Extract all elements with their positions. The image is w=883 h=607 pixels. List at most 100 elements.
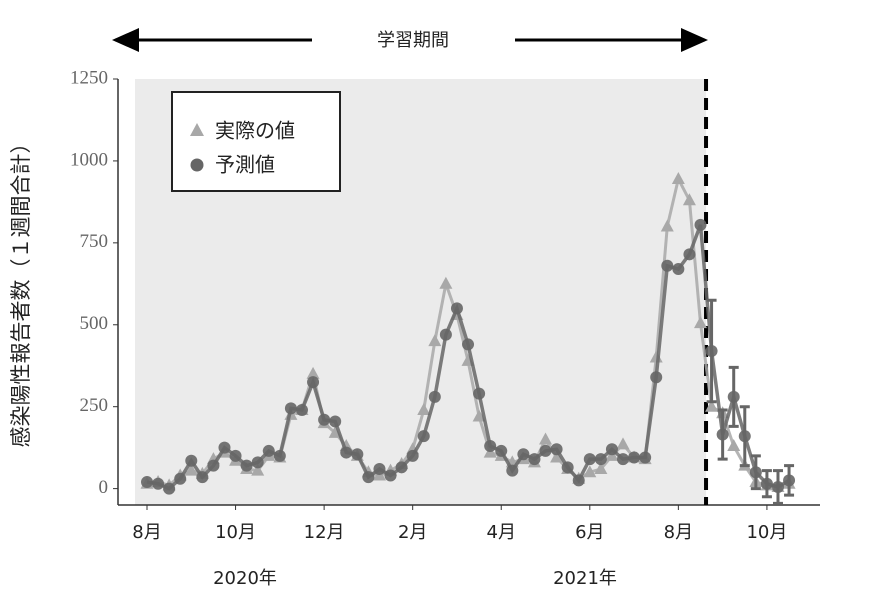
- data-point: [251, 463, 265, 476]
- x-tick-label: 8月: [664, 522, 693, 543]
- data-point: [517, 448, 530, 461]
- y-tick-label: 500: [80, 313, 109, 334]
- data-point: [528, 453, 541, 466]
- data-point: [218, 441, 231, 454]
- data-point: [307, 376, 320, 389]
- year-label: 2021年: [553, 568, 617, 589]
- data-point: [760, 477, 773, 490]
- legend-label: 予測値: [215, 153, 275, 177]
- period-label: 学習期間: [377, 30, 449, 51]
- data-point: [351, 448, 364, 461]
- data-point: [550, 450, 564, 463]
- data-point: [771, 480, 784, 493]
- data-point: [661, 259, 674, 272]
- data-point: [484, 440, 497, 453]
- data-point: [660, 219, 674, 232]
- data-point: [506, 464, 519, 477]
- data-point: [605, 443, 618, 456]
- data-point: [694, 316, 707, 329]
- legend-marker: [190, 158, 204, 172]
- data-point: [384, 469, 397, 482]
- data-point: [671, 171, 685, 184]
- data-point: [783, 474, 796, 487]
- data-point: [473, 387, 486, 400]
- data-point: [251, 456, 264, 469]
- data-point: [207, 459, 220, 472]
- data-point: [572, 474, 585, 487]
- data-point: [163, 482, 176, 495]
- data-point: [495, 444, 508, 457]
- data-point: [616, 437, 630, 450]
- data-point: [583, 453, 596, 466]
- data-point: [561, 461, 574, 474]
- year-label: 2020年: [213, 568, 277, 589]
- data-point: [362, 471, 375, 484]
- data-point: [184, 463, 198, 476]
- data-point: [329, 415, 342, 428]
- data-point: [539, 444, 552, 457]
- data-point: [450, 302, 463, 315]
- data-point: [594, 461, 608, 474]
- data-point: [639, 451, 652, 464]
- data-point: [472, 409, 486, 422]
- data-point: [705, 344, 718, 357]
- data-point: [284, 402, 297, 415]
- x-tick-label: 8月: [132, 522, 161, 543]
- data-point: [705, 399, 719, 412]
- data-point: [439, 328, 452, 341]
- data-point: [550, 443, 563, 456]
- data-point: [406, 449, 419, 462]
- legend-box: [171, 91, 341, 192]
- y-tick-label: 0: [99, 477, 109, 498]
- data-point: [428, 334, 442, 347]
- data-point: [650, 371, 663, 384]
- x-tick-label: 4月: [487, 522, 516, 543]
- y-tick-label: 250: [80, 395, 109, 416]
- legend-label: 実際の値: [215, 119, 295, 143]
- data-point: [395, 461, 408, 474]
- data-point: [727, 390, 740, 403]
- data-point: [373, 462, 386, 475]
- x-tick-label: 10月: [746, 522, 787, 543]
- data-point: [738, 430, 751, 443]
- data-point: [295, 403, 308, 416]
- data-point: [417, 430, 430, 443]
- data-point: [672, 263, 685, 276]
- data-point: [683, 248, 696, 261]
- y-axis-label: 感染陽性報告者数（１週間合計）: [9, 133, 33, 448]
- y-tick-label: 750: [80, 231, 109, 252]
- data-point: [716, 428, 729, 441]
- data-point: [174, 472, 187, 485]
- y-tick-label: 1000: [70, 149, 108, 170]
- data-point: [583, 465, 597, 478]
- data-point: [141, 476, 153, 489]
- x-tick-label: 12月: [304, 522, 345, 543]
- data-point: [417, 402, 431, 415]
- data-point: [682, 193, 696, 206]
- data-point: [196, 471, 209, 484]
- data-point: [628, 451, 641, 464]
- legend-marker: [190, 123, 204, 136]
- x-tick-label: 2月: [398, 522, 427, 543]
- y-tick-label: 1250: [70, 67, 108, 88]
- data-point: [749, 466, 762, 479]
- data-point: [240, 459, 253, 472]
- data-point: [617, 453, 630, 466]
- data-point: [318, 413, 331, 426]
- data-point: [262, 444, 275, 457]
- data-point: [273, 449, 286, 462]
- data-point: [727, 439, 741, 452]
- data-point: [694, 218, 707, 231]
- data-point: [594, 453, 607, 466]
- data-point: [185, 454, 198, 467]
- data-point: [439, 276, 453, 289]
- data-point: [462, 338, 475, 351]
- x-tick-label: 6月: [575, 522, 604, 543]
- data-point: [152, 477, 165, 490]
- data-point: [229, 449, 242, 462]
- data-point: [306, 366, 320, 379]
- data-point: [340, 446, 353, 459]
- data-point: [539, 432, 553, 445]
- data-point: [428, 390, 441, 403]
